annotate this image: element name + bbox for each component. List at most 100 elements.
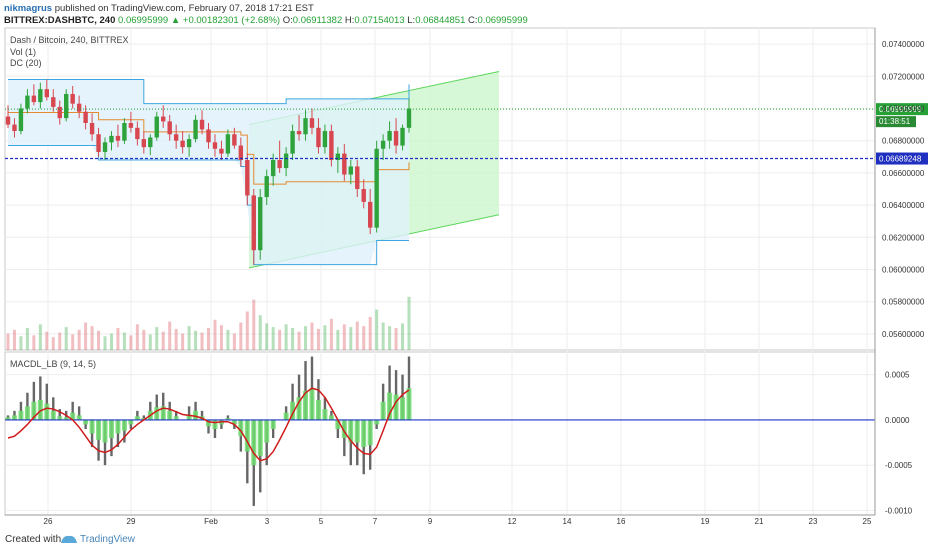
price-tick-label: 0.06200000 — [882, 233, 925, 242]
candle-body — [277, 160, 282, 169]
last-price: 0.06995999 — [118, 15, 169, 26]
author-link[interactable]: nikmagrus — [4, 3, 53, 14]
brand-text[interactable]: TradingView — [80, 534, 136, 545]
candle-body — [329, 131, 334, 161]
quote-line: BITTREX:DASHBTC, 240 0.06995999 ▲ +0.001… — [4, 15, 528, 26]
volume-bar — [103, 336, 107, 350]
candle-body — [283, 153, 289, 169]
candle-body — [258, 197, 263, 251]
macd-hist-bar — [19, 401, 23, 420]
macd-hist-green-bar — [128, 419, 134, 425]
candle-body — [76, 103, 82, 112]
candle-body — [290, 131, 295, 154]
time-tick-label: 12 — [508, 517, 517, 526]
candle-body — [161, 116, 166, 122]
candle-body — [232, 134, 237, 146]
candle-body — [186, 139, 192, 148]
macd-hist-bar — [26, 392, 29, 420]
macd-panel — [5, 356, 875, 506]
macd-hist-green-bar — [121, 419, 127, 431]
price-lines: 0.06995999 01:38:51 0.06689248 — [5, 103, 928, 165]
time-tick-label: 7 — [373, 517, 378, 526]
chart-title: Dash / Bitcoin, 240, BITTREX — [10, 35, 129, 45]
vol-legend[interactable]: Vol (1) — [10, 47, 37, 57]
volume-bar — [375, 309, 379, 350]
dc-legend[interactable]: DC (20) — [10, 58, 42, 68]
candle-body — [225, 134, 231, 154]
macd-hist-bar — [207, 419, 210, 434]
time-tick-label: 3 — [265, 517, 270, 526]
macd-hist-green-bar — [335, 419, 341, 429]
volume-bar — [323, 325, 327, 350]
macd-hist-green-bar — [348, 419, 354, 443]
macd-hist-green-bar — [206, 419, 211, 427]
macd-hist-green-bar — [44, 403, 50, 420]
macd-hist-bar — [304, 361, 307, 420]
candle-body — [309, 118, 315, 128]
volume-bar — [38, 324, 42, 350]
macd-hist-bar — [336, 419, 340, 439]
macd-hist-green-bar — [238, 419, 244, 437]
candle-body — [387, 131, 392, 141]
candle-body — [264, 176, 269, 198]
macd-hist-bar — [174, 410, 178, 420]
macd-hist-bar — [162, 392, 165, 420]
candle-body — [135, 127, 140, 140]
candle-body — [70, 94, 75, 104]
candle-body — [342, 153, 347, 175]
time-tick-label: 25 — [863, 517, 872, 526]
high-label: H: — [344, 15, 355, 26]
macd-hist-bar — [194, 401, 197, 420]
macd-hist-green-bar — [102, 419, 108, 443]
candle-body — [270, 160, 276, 177]
macd-hist-green-bar — [63, 417, 69, 420]
macd-hist-green-bar — [303, 390, 309, 420]
candle-body — [251, 195, 256, 251]
macd-hist-bar — [271, 419, 275, 439]
macd-hist-green-bar — [231, 419, 237, 425]
macd-hist-green-bar — [115, 419, 121, 434]
macd-hist-bar — [45, 383, 49, 420]
candle-body — [64, 94, 69, 119]
candle-body — [180, 140, 185, 148]
macd-hist-green-bar — [154, 407, 160, 420]
volume-bar — [109, 333, 113, 350]
volume-bar — [71, 334, 75, 350]
volume-bar — [116, 328, 120, 350]
volume-bar — [135, 324, 139, 350]
volume-bar — [239, 322, 243, 350]
volume-bar — [342, 324, 346, 350]
macd-hist-green-bar — [134, 416, 140, 420]
macd-hist-green-bar — [361, 419, 367, 448]
macd-hist-green-bar — [393, 394, 399, 420]
macd-hist-bar — [142, 415, 146, 420]
macd-legend[interactable]: MACDL_LB (9, 14, 5) — [10, 359, 97, 369]
close-label: C: — [468, 15, 478, 26]
macd-hist-green-bar — [290, 401, 296, 420]
published-text: published on TradingView.com, February 0… — [54, 3, 314, 14]
macd-hist-bar — [323, 397, 327, 420]
macd-hist-green-bar — [57, 416, 63, 420]
macd-tick-label: -0.0005 — [885, 461, 913, 470]
time-tick-label: 21 — [755, 517, 764, 526]
countdown-label: 01:38:51 — [879, 117, 911, 126]
volume-bar — [368, 317, 372, 350]
volume-bar — [401, 323, 405, 350]
volume-bar — [258, 315, 262, 350]
last-price-tag — [876, 103, 928, 116]
candle-body — [18, 108, 24, 132]
candle-body — [31, 95, 37, 103]
macd-hist-green-bar — [11, 415, 17, 420]
volume-bar — [394, 328, 398, 350]
macd-hist-green-bar — [283, 412, 289, 420]
macd-hist-green-bar — [186, 414, 192, 420]
candle-body — [193, 119, 198, 140]
volume-bar — [84, 322, 88, 350]
candle-body — [115, 135, 121, 141]
macd-hist-green-bar — [96, 419, 102, 440]
macd-hist-green-bar — [244, 419, 250, 452]
volume-bar — [355, 321, 359, 350]
low-value: 0.06844851 — [415, 15, 466, 26]
macd-hist-bar — [168, 401, 171, 420]
